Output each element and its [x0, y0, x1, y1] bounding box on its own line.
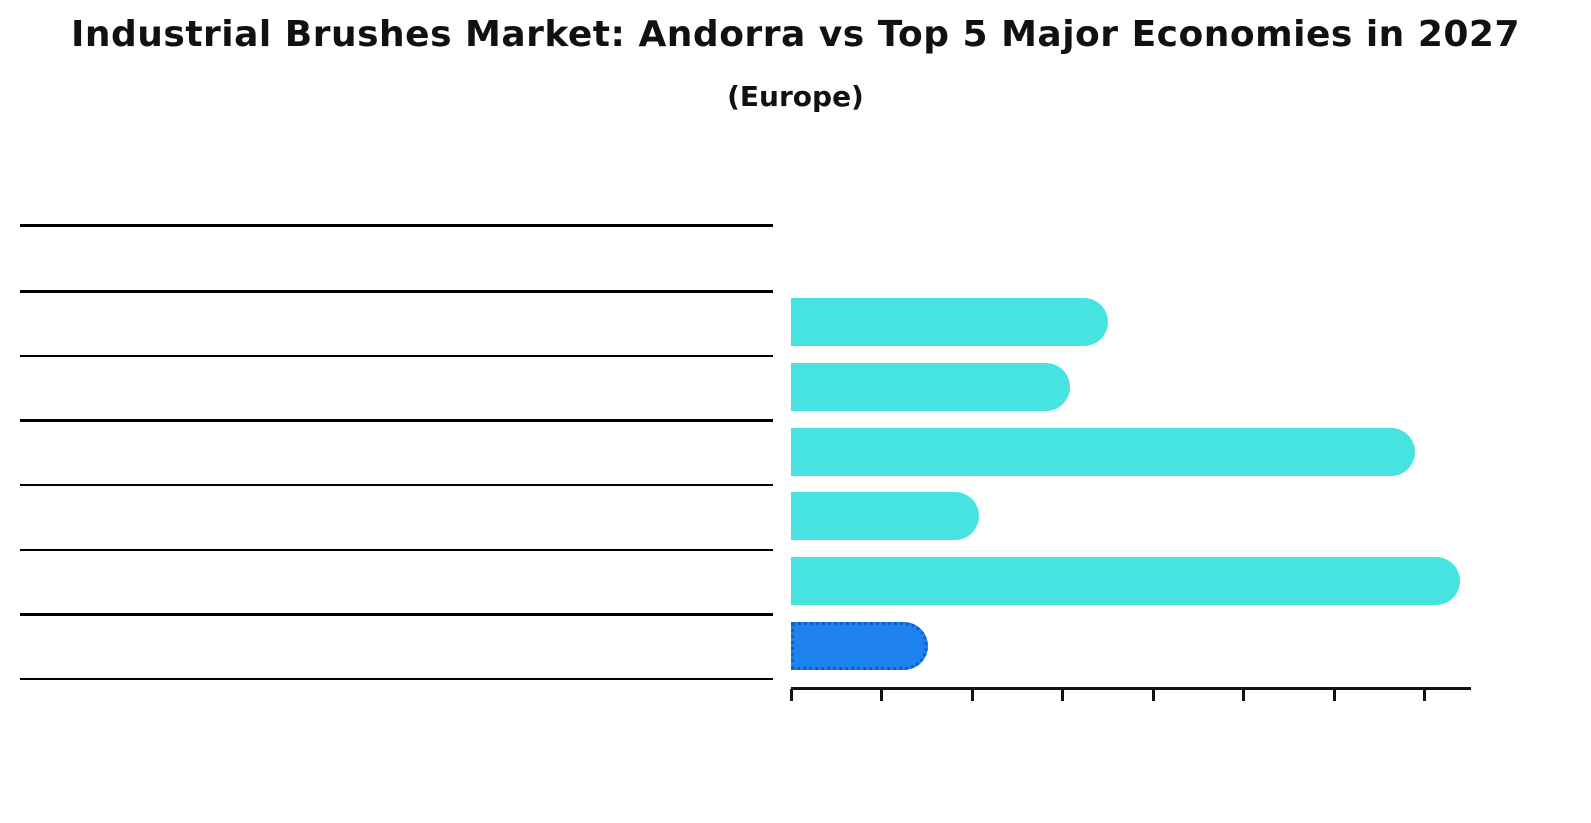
x-axis-tick: [880, 689, 884, 701]
table-rule: [20, 354, 773, 358]
x-axis-tick: [1242, 689, 1246, 701]
bar: [791, 298, 1109, 347]
chart-subtitle: (Europe): [727, 80, 864, 113]
table-rule: [20, 613, 773, 616]
bar: [791, 362, 1071, 411]
table-rule: [20, 483, 773, 487]
bar: [791, 556, 1460, 605]
table-rule: [20, 677, 773, 681]
x-axis-tick: [970, 689, 974, 701]
bar: [791, 492, 979, 541]
table-rule: [20, 419, 773, 422]
x-axis-line: [791, 687, 1471, 690]
highlight-bar: [791, 621, 929, 670]
chart-title: Industrial Brushes Market: Andorra vs To…: [70, 14, 1521, 55]
x-axis-tick: [1423, 689, 1427, 701]
x-axis-tick: [1151, 689, 1155, 701]
bar: [791, 427, 1415, 476]
x-axis-tick: [1061, 689, 1065, 701]
table-rule: [20, 224, 773, 227]
table-rule: [20, 290, 773, 293]
table-rule: [20, 548, 773, 552]
x-axis-tick: [789, 689, 793, 701]
x-axis-tick: [1332, 689, 1336, 701]
